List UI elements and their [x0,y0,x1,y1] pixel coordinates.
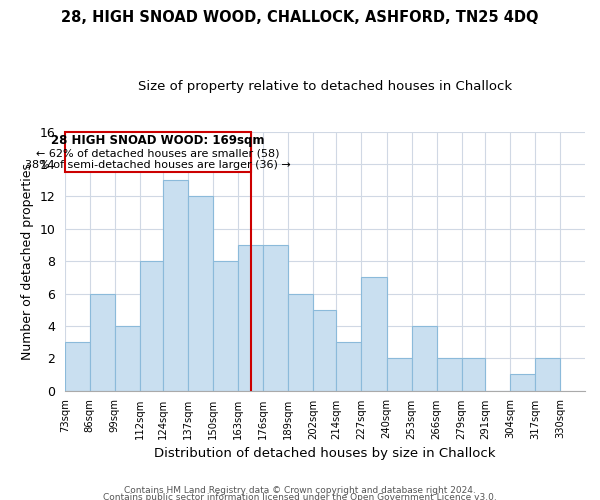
Text: 38% of semi-detached houses are larger (36) →: 38% of semi-detached houses are larger (… [25,160,290,170]
Bar [412,326,437,390]
Bar [140,261,163,390]
Bar [337,342,361,390]
Text: Contains HM Land Registry data © Crown copyright and database right 2024.: Contains HM Land Registry data © Crown c… [124,486,476,495]
Bar [288,294,313,390]
Bar [535,358,560,390]
Bar [313,310,337,390]
Y-axis label: Number of detached properties: Number of detached properties [20,162,34,360]
FancyBboxPatch shape [65,132,251,172]
Bar [510,374,535,390]
Bar [65,342,90,390]
Bar [437,358,461,390]
Text: Contains public sector information licensed under the Open Government Licence v3: Contains public sector information licen… [103,494,497,500]
Bar [386,358,412,390]
Bar [461,358,485,390]
Bar [213,261,238,390]
Text: 28 HIGH SNOAD WOOD: 169sqm: 28 HIGH SNOAD WOOD: 169sqm [51,134,265,147]
Bar [238,245,263,390]
Bar [188,196,213,390]
Bar [263,245,288,390]
Title: Size of property relative to detached houses in Challock: Size of property relative to detached ho… [138,80,512,93]
Text: 28, HIGH SNOAD WOOD, CHALLOCK, ASHFORD, TN25 4DQ: 28, HIGH SNOAD WOOD, CHALLOCK, ASHFORD, … [61,10,539,25]
Bar [90,294,115,390]
Text: ← 62% of detached houses are smaller (58): ← 62% of detached houses are smaller (58… [36,149,280,159]
X-axis label: Distribution of detached houses by size in Challock: Distribution of detached houses by size … [154,447,496,460]
Bar [361,278,386,390]
Bar [115,326,140,390]
Bar [163,180,188,390]
